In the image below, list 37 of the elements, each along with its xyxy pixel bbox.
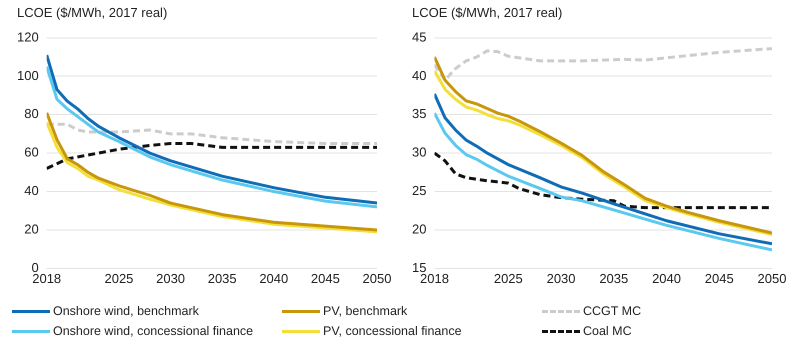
x-tick-label: 2035 (208, 270, 237, 286)
y-tick-label: 20 (24, 222, 39, 237)
y-tick-label: 60 (24, 144, 39, 160)
y-tick-label: 40 (412, 68, 426, 83)
legend-label: PV, concessional finance (323, 324, 462, 338)
x-tick-label: 2025 (104, 270, 134, 286)
y-tick-label: 80 (24, 106, 39, 122)
x-tick-label: 2030 (546, 270, 576, 286)
y-tick-label: 100 (16, 68, 39, 83)
y-axis-title: LCOE ($/MWh, 2017 real) (17, 5, 168, 20)
x-tick-label: 2045 (704, 270, 734, 286)
x-tick-label: 2025 (494, 270, 523, 286)
y-tick-label: 45 (412, 29, 426, 44)
legend-label: PV, benchmark (323, 304, 408, 318)
y-axis-title: LCOE ($/MWh, 2017 real) (412, 5, 562, 20)
line-series (434, 152, 772, 210)
y-tick-label: 20 (412, 222, 426, 237)
y-tick-label: 35 (412, 106, 426, 122)
y-tick-label: 120 (16, 29, 39, 44)
x-tick-label: 2040 (259, 270, 288, 286)
legend-label: CCGT MC (583, 304, 642, 318)
line-series (46, 122, 377, 145)
legend-label: Onshore wind, benchmark (53, 304, 199, 318)
x-tick-label: 2050 (362, 270, 392, 286)
x-tick-label: 2045 (310, 270, 340, 286)
y-tick-label: 15 (412, 260, 426, 275)
y-tick-label: 25 (412, 183, 426, 198)
y-tick-label: 30 (412, 144, 426, 160)
x-tick-label: 2030 (156, 270, 186, 286)
y-tick-label: 40 (24, 183, 39, 198)
x-tick-label: 2050 (758, 270, 786, 286)
legend-label: Coal MC (583, 324, 632, 338)
x-tick-label: 2035 (599, 270, 628, 286)
x-tick-label: 2040 (652, 270, 681, 286)
line-series (46, 142, 377, 170)
legend-label: Onshore wind, concessional finance (53, 324, 254, 338)
line-series (434, 47, 772, 82)
